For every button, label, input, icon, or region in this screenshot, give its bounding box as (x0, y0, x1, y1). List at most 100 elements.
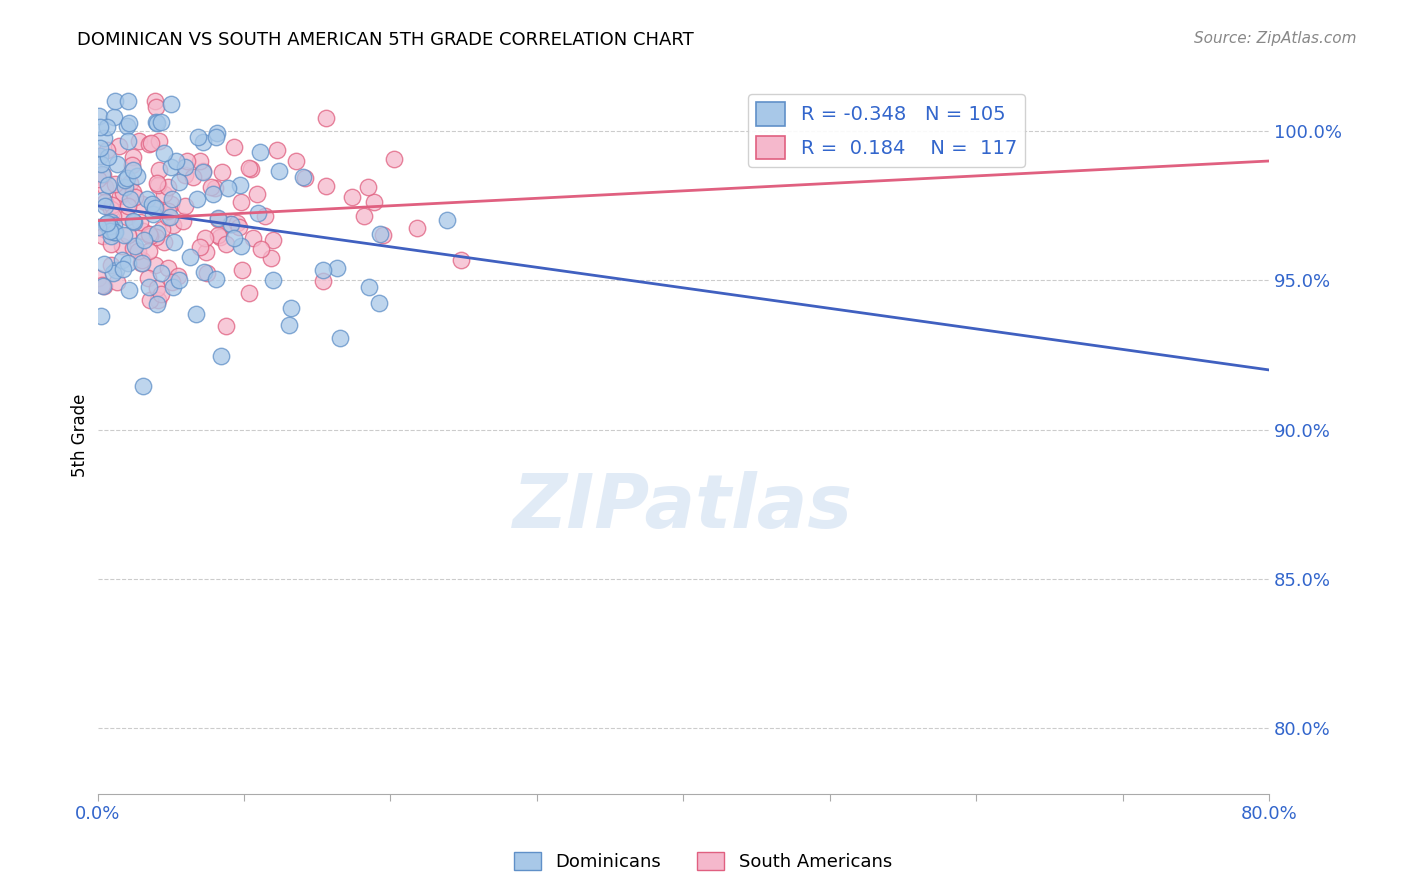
Point (193, 265, 215, 279)
Point (117, 211, 139, 225)
Point (121, 150, 143, 164)
Point (134, 233, 156, 247)
Point (326, 260, 349, 275)
Point (122, 163, 145, 178)
Point (315, 111, 337, 125)
Point (215, 318, 238, 333)
Point (132, 224, 155, 238)
Point (238, 285, 260, 300)
Point (101, 266, 124, 280)
Point (112, 186, 135, 200)
Point (205, 272, 228, 286)
Point (207, 228, 229, 243)
Point (169, 273, 191, 287)
Point (450, 253, 472, 268)
Point (93, 221, 115, 235)
Point (121, 157, 143, 171)
Point (353, 209, 375, 223)
Point (108, 139, 131, 153)
Point (146, 176, 169, 190)
Point (94, 180, 117, 194)
Point (187, 129, 209, 144)
Point (246, 187, 269, 202)
Point (93, 256, 115, 270)
Point (111, 239, 134, 253)
Point (89, 120, 111, 134)
Point (90, 278, 112, 293)
Point (90, 309, 112, 323)
Point (254, 209, 277, 223)
Point (139, 136, 162, 150)
Point (128, 134, 150, 148)
Point (382, 152, 405, 166)
Point (160, 276, 183, 290)
Point (100, 202, 122, 216)
Point (148, 134, 170, 148)
Point (145, 114, 167, 128)
Point (124, 189, 146, 203)
Point (242, 231, 264, 245)
Point (329, 331, 352, 345)
Point (146, 293, 169, 307)
Point (135, 192, 157, 206)
Point (117, 199, 139, 213)
Point (312, 262, 335, 277)
Point (156, 210, 179, 224)
Point (186, 307, 208, 321)
Point (174, 161, 197, 175)
Point (167, 175, 190, 189)
Point (115, 120, 138, 134)
Point (285, 153, 308, 168)
Point (153, 146, 176, 161)
Point (131, 253, 153, 268)
Point (87, 171, 110, 186)
Point (91, 279, 114, 293)
Point (124, 239, 146, 253)
Point (156, 179, 179, 194)
Point (250, 242, 273, 256)
Point (186, 192, 208, 206)
Point (138, 280, 160, 294)
Point (128, 215, 150, 229)
Point (105, 157, 128, 171)
Point (143, 258, 166, 272)
Point (117, 227, 139, 242)
Point (294, 171, 316, 186)
Point (204, 181, 226, 195)
Point (100, 236, 122, 251)
Point (93, 195, 115, 210)
Point (89, 141, 111, 155)
Point (103, 218, 125, 232)
Point (96, 216, 118, 230)
Point (260, 251, 283, 265)
Point (157, 203, 180, 218)
Point (262, 273, 284, 287)
Point (367, 296, 389, 310)
Point (174, 168, 197, 182)
Point (200, 180, 222, 194)
Point (124, 215, 146, 229)
Point (89, 109, 111, 123)
Point (195, 266, 218, 280)
Point (117, 95, 139, 109)
Point (118, 176, 141, 190)
Point (118, 284, 141, 298)
Point (152, 235, 174, 249)
Point (114, 180, 136, 194)
Point (110, 189, 132, 203)
Text: Source: ZipAtlas.com: Source: ZipAtlas.com (1194, 31, 1357, 46)
Point (207, 211, 229, 225)
Point (98, 219, 121, 234)
Point (228, 178, 250, 192)
Point (183, 169, 205, 184)
Point (231, 239, 253, 253)
Point (127, 169, 149, 183)
Point (191, 165, 214, 179)
Point (97, 178, 120, 192)
Point (143, 95, 166, 109)
Point (222, 231, 245, 245)
Point (114, 173, 136, 187)
Point (163, 235, 186, 250)
Point (188, 240, 211, 254)
Point (100, 228, 122, 243)
